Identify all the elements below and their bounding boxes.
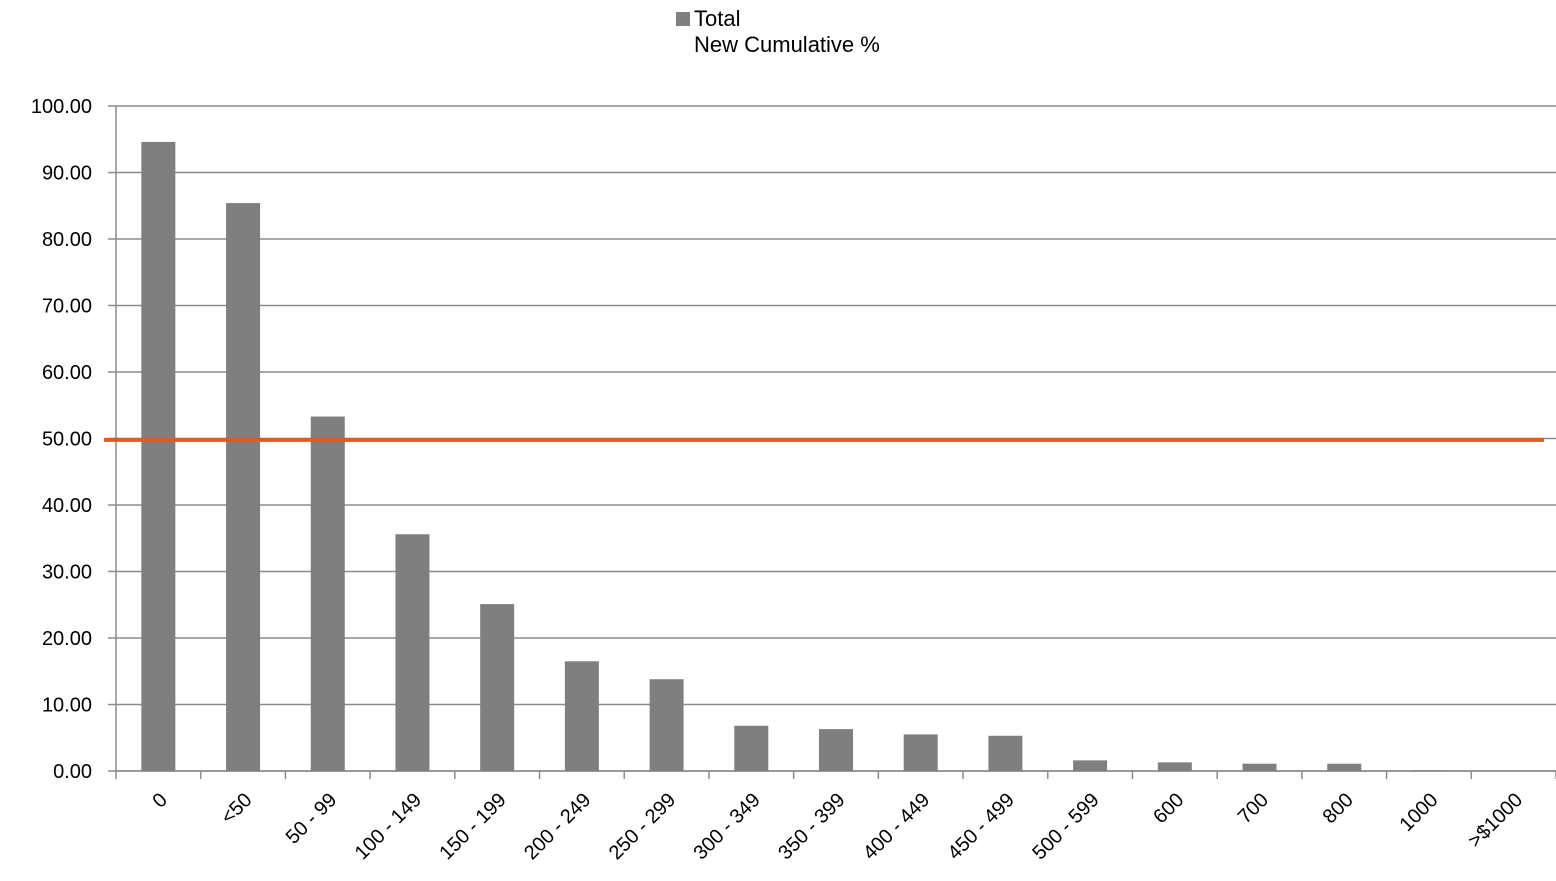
y-tick-label: 0.00 <box>53 761 92 783</box>
bar-13 <box>1242 763 1277 771</box>
legend-item-cumulative: New Cumulative % <box>676 32 880 58</box>
x-tick-label: 450 - 499 <box>944 789 1019 864</box>
y-tick-label: 10.00 <box>42 695 92 717</box>
y-tick-label: 30.00 <box>42 562 92 584</box>
bar-0 <box>141 141 176 771</box>
y-tick-label: 20.00 <box>42 628 92 650</box>
x-tick-label: 500 - 599 <box>1028 789 1103 864</box>
bar-6 <box>649 679 684 771</box>
x-tick-label: >$1000 <box>1464 789 1527 852</box>
y-tick-label: 50.00 <box>42 429 92 451</box>
x-tick-label: 200 - 249 <box>520 789 595 864</box>
x-tick-label: 0 <box>148 789 171 812</box>
bar-7 <box>734 725 769 771</box>
legend-swatch-total <box>676 12 690 26</box>
y-tick-label: 80.00 <box>42 229 92 251</box>
y-tick-label: 70.00 <box>42 296 92 318</box>
bar-5 <box>564 661 599 771</box>
bar-15 <box>1411 770 1446 771</box>
bar-12 <box>1157 762 1192 771</box>
x-tick-label: 1000 <box>1395 789 1442 836</box>
y-tick-labels: 0.00 10.00 20.00 30.00 40.00 50.00 60.00 70.00 8… <box>31 96 92 783</box>
x-tick-label: 300 - 349 <box>690 789 765 864</box>
bar-1 <box>226 203 261 772</box>
bar-11 <box>1073 760 1108 771</box>
legend-label-total: Total <box>694 6 741 31</box>
bar-8 <box>819 729 853 771</box>
x-tick-labels: 0 <50 50 - 99 100 - 149 150 - 199 200 - 249 25… <box>148 789 1527 864</box>
y-tick-label: 60.00 <box>42 362 92 384</box>
x-tick-label: 400 - 449 <box>859 789 934 864</box>
legend-label-cumulative: New Cumulative % <box>694 32 880 57</box>
x-tick-label: 600 <box>1149 789 1188 828</box>
bar-2 <box>310 416 345 771</box>
x-tick-label: 350 - 399 <box>774 789 849 864</box>
bar-9 <box>903 734 938 771</box>
x-tick-label: 700 <box>1234 789 1273 828</box>
x-tick-label: 250 - 299 <box>605 789 680 864</box>
x-tick-label: 800 <box>1319 789 1358 828</box>
x-tick-label: 150 - 199 <box>435 789 510 864</box>
y-tick-label: 100.00 <box>31 96 92 118</box>
bar-4 <box>480 604 515 771</box>
x-tick-label: 100 - 149 <box>351 789 426 864</box>
legend-item-total: Total <box>676 6 880 32</box>
chart-legend: Total New Cumulative % <box>676 6 880 58</box>
bar-14 <box>1327 763 1362 771</box>
x-tick-label: 50 - 99 <box>282 789 342 849</box>
y-tick-label: 90.00 <box>42 163 92 185</box>
y-tick-label: 40.00 <box>42 495 92 517</box>
bar-3 <box>395 534 430 771</box>
bars <box>141 141 1446 772</box>
bar-10 <box>988 735 1023 771</box>
x-tick-label: <50 <box>217 789 257 829</box>
